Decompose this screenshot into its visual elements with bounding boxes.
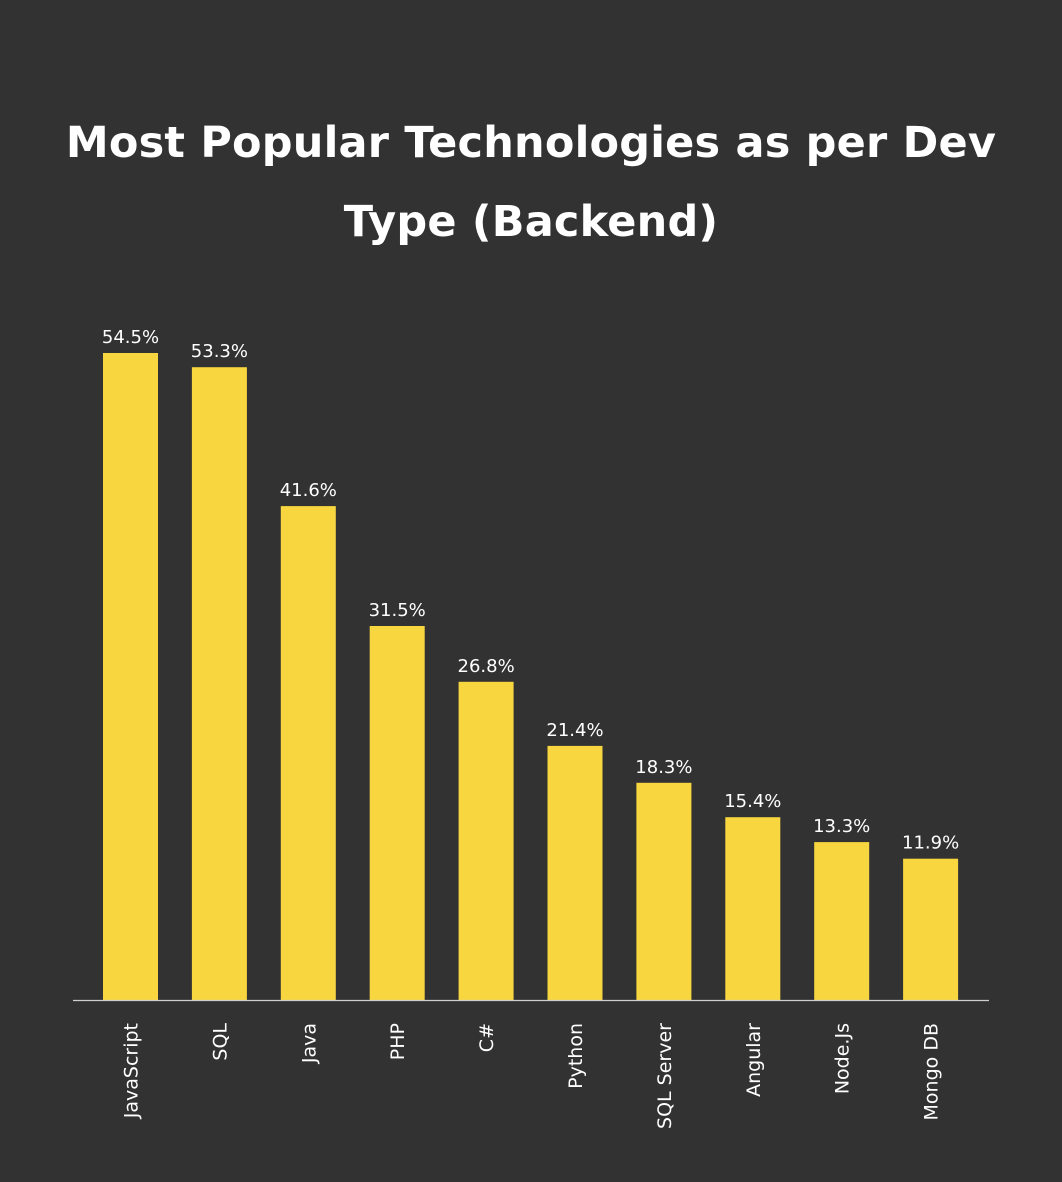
category-label: Angular bbox=[743, 1023, 765, 1097]
value-label: 13.3% bbox=[813, 816, 870, 837]
value-labels-group: 54.5% 53.3% 41.6% 31.5% 26.8% 21.4% 18.3% 15.4%… bbox=[102, 327, 959, 854]
value-label: 21.4% bbox=[546, 720, 603, 741]
value-label: 11.9% bbox=[902, 833, 959, 854]
value-label: 41.6% bbox=[280, 480, 337, 501]
bar-node-js bbox=[814, 842, 870, 1000]
chart-title: Most Popular Technologies as per Dev Typ… bbox=[65, 118, 997, 247]
bar-c- bbox=[458, 681, 514, 1000]
value-label: 18.3% bbox=[635, 757, 692, 778]
bar-angular bbox=[725, 817, 781, 1000]
bar-sql-server bbox=[636, 782, 692, 1000]
category-label: SQL bbox=[209, 1023, 231, 1061]
category-label: Mongo DB bbox=[921, 1023, 943, 1120]
bar-sql bbox=[191, 367, 247, 1000]
bar-java bbox=[280, 506, 336, 1000]
value-label: 54.5% bbox=[102, 327, 159, 348]
category-label: PHP bbox=[387, 1023, 409, 1060]
bar-php bbox=[369, 626, 425, 1000]
bar-javascript bbox=[103, 353, 158, 1000]
category-label: Python bbox=[565, 1023, 587, 1089]
bar-mongo-db bbox=[903, 858, 959, 1000]
category-labels-group: JavaScript SQL Java PHP C# Python SQL Server An… bbox=[121, 1023, 943, 1129]
bars-group bbox=[103, 353, 959, 1000]
bar-python bbox=[547, 745, 603, 1000]
category-label: SQL Server bbox=[654, 1023, 676, 1129]
category-label: Node.Js bbox=[832, 1023, 854, 1094]
value-label: 53.3% bbox=[191, 341, 248, 362]
value-label: 26.8% bbox=[458, 656, 515, 677]
category-label: JavaScript bbox=[121, 1023, 143, 1119]
value-label: 31.5% bbox=[369, 600, 426, 621]
category-label: Java bbox=[298, 1023, 320, 1064]
value-label: 15.4% bbox=[724, 791, 781, 812]
category-label: C# bbox=[476, 1023, 498, 1052]
